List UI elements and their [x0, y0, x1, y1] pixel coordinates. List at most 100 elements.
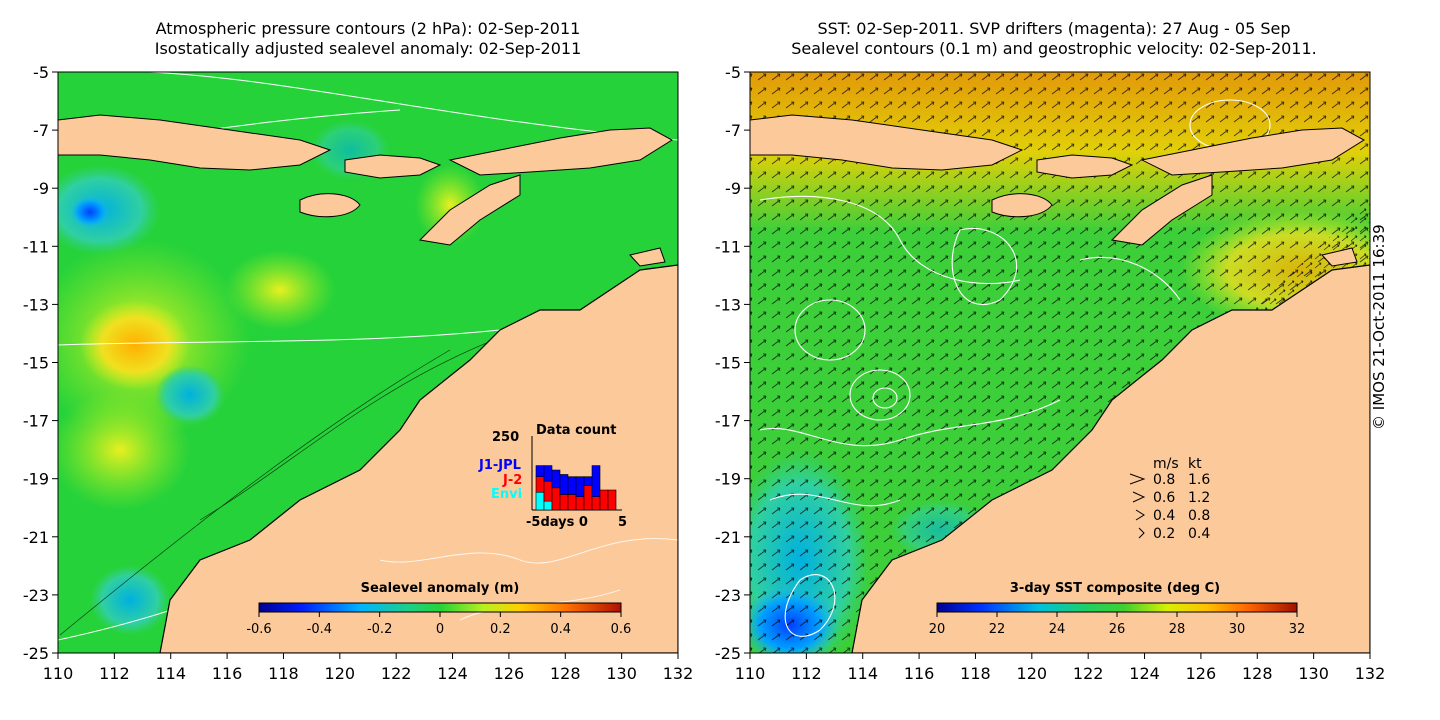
data-count-bar-blue — [551, 469, 561, 489]
sla-orange-anomaly — [80, 300, 190, 390]
velocity-arrow-symbol — [1138, 527, 1145, 539]
velocity-ms-value: 0.4 — [1153, 508, 1175, 524]
lon-tick-label: 126 — [1186, 664, 1217, 683]
data-count-xmax: 5 — [618, 515, 627, 530]
lat-tick-label: -5 — [33, 63, 49, 82]
lat-tick-label: -11 — [23, 237, 49, 256]
lon-tick-label: 114 — [847, 664, 878, 683]
colorbar-tick-label: 20 — [929, 622, 946, 637]
left-title-line1: Atmospheric pressure contours (2 hPa): 0… — [155, 19, 581, 38]
left-title-line2: Isostatically adjusted sealevel anomaly:… — [154, 39, 582, 58]
indonesia-land-right — [750, 114, 1365, 267]
velocity-kt-value: 0.4 — [1188, 526, 1210, 542]
lon-tick-label: 112 — [791, 664, 822, 683]
lon-tick-label: 118 — [960, 664, 991, 683]
data-count-bar-red — [599, 489, 609, 511]
lon-tick-label: 130 — [1298, 664, 1329, 683]
lat-tick-label: -21 — [23, 528, 49, 547]
lon-tick-label: 124 — [437, 664, 468, 683]
lon-tick-label: 124 — [1129, 664, 1160, 683]
lon-tick-label: 110 — [43, 664, 74, 683]
lat-tick-label: -21 — [715, 528, 741, 547]
lat-tick-label: -15 — [23, 354, 49, 373]
lon-tick-label: 120 — [325, 664, 356, 683]
data-count-bar-red — [551, 487, 561, 511]
sla-yellow-anomaly-2 — [225, 250, 335, 330]
right-title: SST: 02-Sep-2011. SVP drifters (magenta)… — [738, 19, 1370, 59]
lon-tick-label: 130 — [606, 664, 637, 683]
lat-tick-label: -13 — [715, 295, 741, 314]
colorbar-tick-label: 0 — [436, 622, 444, 637]
lon-tick-label: 118 — [268, 664, 299, 683]
data-count-bar-cyan — [543, 500, 553, 511]
colorbar-tick-label: 0.2 — [490, 622, 511, 637]
right-map: m/s kt 0.8 1.6 0.6 1.2 0.4 0.8 0.2 0.4 3-day SS… — [750, 72, 1370, 653]
data-count-bar-blue — [543, 465, 553, 482]
colorbar-tick-label: 0.6 — [611, 622, 632, 637]
legend-envi: Envi — [491, 487, 522, 502]
data-count-bar-cyan — [535, 491, 545, 511]
lon-tick-label: 126 — [494, 664, 525, 683]
sla-colorbar-ticks: -0.6 -0.4 -0.2 0 0.2 0.4 0.6 — [246, 612, 631, 637]
data-count-bar-red — [575, 496, 585, 511]
lon-tick-label: 114 — [155, 664, 186, 683]
data-count-bar-red — [535, 476, 545, 493]
lat-tick-label: -19 — [23, 470, 49, 489]
sla-colorbar-label: Sealevel anomaly (m) — [361, 581, 520, 596]
sla-zero-contours — [59, 329, 521, 636]
velocity-ms-value: 0.2 — [1153, 526, 1175, 542]
data-count-bar-blue — [583, 476, 593, 486]
data-count-bars — [535, 465, 617, 511]
data-count-bar-blue — [591, 465, 601, 497]
colorbar-tick-label: 32 — [1289, 622, 1306, 637]
lat-tick-label: -11 — [715, 237, 741, 256]
sst-colorbar-ticks: 20 22 24 26 28 30 32 — [929, 612, 1306, 637]
lon-tick-label: 112 — [99, 664, 130, 683]
data-count-bar-blue — [567, 476, 577, 495]
velocity-arrow-symbol — [1132, 491, 1146, 503]
colorbar-tick-label: 28 — [1169, 622, 1186, 637]
data-count-xlabel: -5days 0 — [526, 515, 588, 530]
velocity-ms-value: 0.6 — [1153, 490, 1175, 506]
data-count-bar-red — [559, 494, 569, 511]
sla-colorbar-scale — [258, 602, 622, 613]
lat-tick-label: -7 — [725, 121, 741, 140]
data-count-bar-red — [583, 485, 593, 511]
lon-tick-label: 116 — [212, 664, 243, 683]
lon-tick-label: 128 — [1242, 664, 1273, 683]
data-count-ymax: 250 — [492, 430, 519, 445]
data-count-inset: Data count 250 J1-JPL J-2 Envi -5days 0 … — [478, 423, 627, 530]
sla-colorbar: Sealevel anomaly (m) -0.6 -0.4 -0.2 0 0.2 0.4… — [246, 581, 631, 637]
sla-low-anomaly-2 — [90, 565, 170, 635]
left-map: Data count 250 J1-JPL J-2 Envi -5days 0 … — [58, 72, 678, 653]
data-count-bar-blue — [535, 465, 545, 478]
data-count-bar-blue — [559, 474, 569, 495]
colorbar-tick-label: 0.4 — [550, 622, 571, 637]
velocity-kt-value: 1.6 — [1188, 472, 1210, 488]
colorbar-tick-label: -0.4 — [307, 622, 332, 637]
velocity-legend: m/s kt 0.8 1.6 0.6 1.2 0.4 0.8 0.2 0.4 — [1129, 456, 1210, 542]
copyright-notice: © IMOS 21-Oct-2011 16:39 — [1370, 224, 1388, 430]
velocity-ms-value: 0.8 — [1153, 472, 1175, 488]
velocity-arrow-symbol — [1135, 509, 1145, 521]
lat-tick-label: -19 — [715, 470, 741, 489]
colorbar-tick-label: 22 — [989, 622, 1006, 637]
data-count-bar-red — [567, 494, 577, 511]
lon-tick-label: 132 — [663, 664, 694, 683]
lat-tick-label: -5 — [725, 63, 741, 82]
velocity-arrow-symbol — [1129, 473, 1146, 485]
sla-yellow-anomaly-3 — [58, 390, 190, 510]
indonesia-land — [58, 114, 673, 267]
sla-low-anomaly — [155, 365, 225, 425]
lat-tick-label: -9 — [725, 179, 741, 198]
australia-land — [159, 264, 678, 653]
sla-blue-anomaly — [70, 196, 110, 228]
lon-tick-label: 132 — [1355, 664, 1386, 683]
velocity-legend-rows: 0.8 1.6 0.6 1.2 0.4 0.8 0.2 0.4 — [1129, 472, 1210, 542]
lon-tick-label: 122 — [1073, 664, 1104, 683]
sst-colorbar-label: 3-day SST composite (deg C) — [1010, 581, 1220, 596]
data-count-bar-blue — [575, 476, 585, 497]
